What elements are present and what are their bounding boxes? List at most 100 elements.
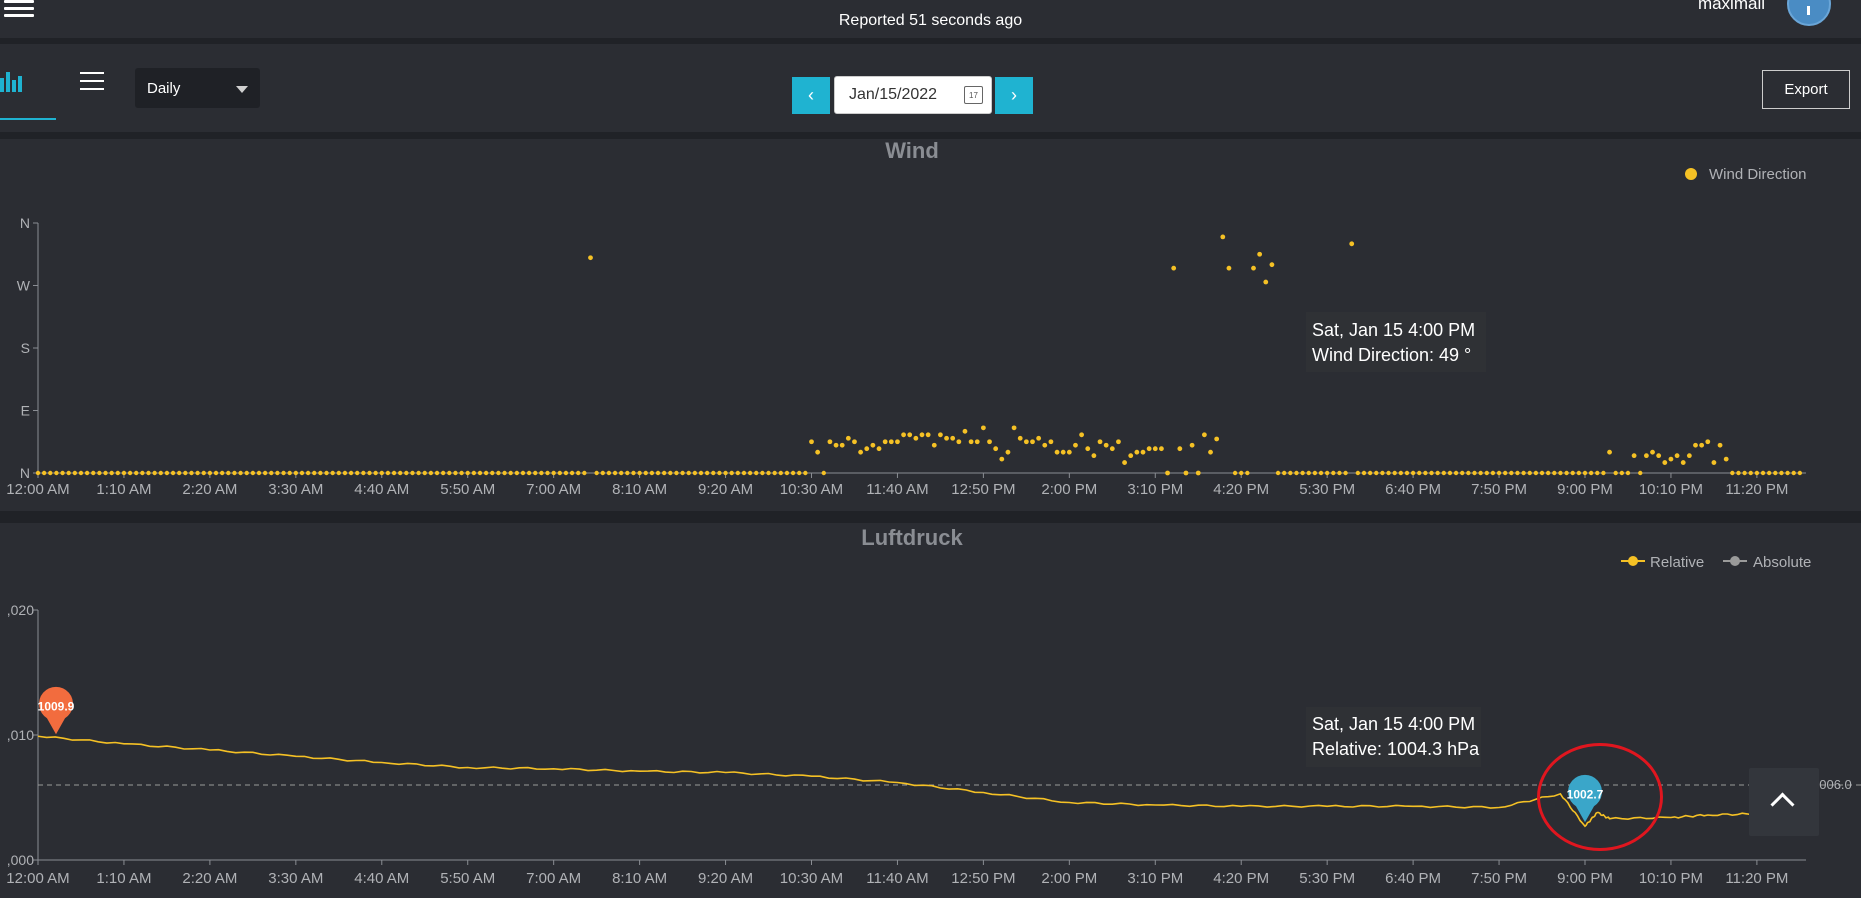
wind-point [1730,470,1735,476]
username[interactable]: maximali [1697,0,1765,13]
wind-point [821,470,826,476]
wind-point [803,470,808,476]
wind-point [1595,470,1600,476]
relative-legend-marker [1628,556,1638,566]
wind-point [490,470,495,476]
wind-point [48,470,53,476]
wind-point [1275,470,1281,476]
wind-point [1195,470,1201,476]
absolute-legend-label[interactable]: Absolute [1753,554,1811,571]
scroll-top-button[interactable] [1749,768,1819,836]
wind-point [459,470,464,476]
wind-point [1220,234,1226,240]
tab-list-view[interactable] [80,72,104,92]
wind-point [1331,470,1336,476]
wind-point [1766,470,1772,476]
wind-point [520,470,526,476]
wind-point [1785,470,1790,476]
wind-chart-title: Wind [885,139,939,163]
wind-point [1705,439,1711,445]
wind-point [1490,470,1496,476]
wind-x-tick-label: 11:20 PM [1725,481,1788,498]
wind-point [1349,241,1355,247]
wind-point [1717,442,1723,448]
menu-icon[interactable] [4,0,34,17]
wind-point [367,470,372,476]
wind-point [1171,265,1177,271]
wind-point [1239,470,1244,476]
wind-point [146,470,151,476]
wind-point [385,470,391,476]
wind-tooltip [1306,312,1486,372]
wind-point [219,470,225,476]
wind-point [287,470,292,476]
wind-point [1453,470,1459,476]
wind-point [1466,470,1471,476]
calendar-icon[interactable]: 17 [964,86,983,104]
wind-legend-label[interactable]: Wind Direction [1709,166,1807,183]
wind-point [434,470,440,476]
wind-point [1281,470,1287,476]
pressure-x-tick-label: 3:30 AM [268,870,323,887]
wind-point [1521,470,1526,476]
wind-point [465,470,470,476]
wind-point [355,470,360,476]
wind-point [1638,470,1643,476]
wind-point [962,428,968,434]
export-button[interactable]: Export [1762,70,1850,109]
wind-point [121,470,127,476]
date-picker[interactable]: Jan/15/2022 17 [834,76,992,114]
pressure-chart: Luftdruck Relative Absolute ,000 ,010 ,020… [6,525,1861,887]
next-day-button[interactable]: › [995,77,1033,114]
wind-x-tick-label: 10:10 PM [1639,481,1703,498]
wind-point [1552,470,1557,476]
wind-point [569,470,575,476]
wind-point [1361,470,1367,476]
wind-point [1079,432,1085,438]
pressure-x-tick-label: 6:40 PM [1385,870,1441,887]
wind-point [1140,449,1146,455]
period-value: Daily [147,80,181,97]
wind-point [944,435,949,441]
wind-point [1159,446,1164,452]
wind-point [1693,442,1698,448]
wind-point [1263,279,1269,285]
wind-point [1779,470,1784,476]
wind-point [1435,470,1440,476]
wind-point [987,439,992,445]
wind-point [1036,435,1042,441]
wind-point [1607,449,1612,455]
wind-point [324,470,329,476]
wind-point [508,470,513,476]
pressure-x-tick-label: 2:20 AM [182,870,237,887]
prev-day-button[interactable]: ‹ [792,77,830,114]
wind-point [1699,442,1705,448]
wind-point [1668,456,1674,462]
wind-point [888,439,894,445]
wind-point [845,435,851,441]
wind-point [612,470,618,476]
wind-point [1355,470,1361,476]
wind-tooltip-time: Sat, Jan 15 4:00 PM [1312,320,1475,340]
wind-point [1680,460,1686,465]
tab-chart-view[interactable] [0,68,56,120]
wind-point [938,432,943,438]
wind-point [1165,470,1170,476]
wind-x-tick-label: 11:40 AM [866,481,928,498]
wind-y-tick-label: N [20,215,30,231]
wind-point [557,470,563,476]
pressure-x-tick-label: 9:20 AM [698,870,753,887]
wind-point [238,470,243,476]
wind-point [717,470,722,476]
wind-point [1711,460,1717,465]
wind-point [600,470,605,476]
wind-point [1306,470,1311,476]
wind-x-tick-label: 3:30 AM [268,481,323,498]
wind-point [1091,453,1097,459]
chevron-down-icon [236,86,248,93]
wind-point [1404,470,1410,476]
relative-legend-label[interactable]: Relative [1650,554,1704,571]
wind-point [901,432,906,438]
wind-point [1134,449,1140,455]
period-select[interactable]: Daily [135,68,260,108]
